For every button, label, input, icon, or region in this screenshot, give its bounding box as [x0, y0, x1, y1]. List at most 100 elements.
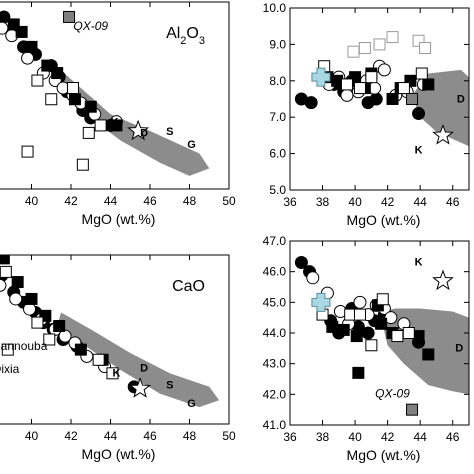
x-tick-label: 42: [381, 195, 395, 209]
y-tick-label: 47.0: [263, 234, 287, 248]
point-filled-square-6: [386, 93, 399, 105]
y-tick-label: 5.0: [269, 183, 286, 197]
x-tick-label: 36: [283, 430, 297, 444]
point-light-open-square-5: [412, 34, 425, 47]
point-filled-square-1: [0, 255, 10, 265]
y-tick-label: 44.0: [263, 326, 287, 340]
annotation-k: K: [110, 116, 118, 128]
point-open-square-6: [1, 343, 14, 356]
annotation-p-m-: P.M.: [14, 0, 37, 1]
x-axis-label: MgO (wt.%): [82, 211, 156, 227]
x-axis-label: MgO (wt.%): [347, 447, 421, 463]
point-open-square-4: [365, 339, 378, 352]
y-tick-label: 41.0: [263, 418, 287, 432]
point-filled-square-8: [110, 119, 123, 132]
point-open-square-3: [353, 308, 366, 321]
x-tick-label: 50: [222, 194, 236, 208]
point-cross-1: [311, 67, 331, 87]
point-open-circle-1: [0, 278, 7, 292]
point-star-1: [432, 269, 454, 291]
point-filled-square-3: [25, 40, 38, 53]
annotation-s: S: [166, 380, 173, 392]
y-tick-label: 46.0: [263, 265, 287, 279]
point-filled-square-3: [350, 330, 363, 343]
point-open-square-3: [43, 333, 56, 346]
point-filled-square-9: [422, 78, 435, 91]
point-filled-square-4: [39, 309, 52, 322]
point-filled-square-7: [84, 100, 97, 113]
point-light-open-square-1: [347, 45, 360, 58]
x-tick-label: 46: [446, 430, 460, 444]
legend-entry-qixia: Qixia: [0, 362, 20, 376]
point-star-1: [129, 377, 151, 398]
point-filled-square-1: [7, 18, 20, 31]
point-filled-square-3: [25, 292, 38, 305]
panel-title: Al2O3: [166, 25, 205, 47]
point-filled-circle-2: [304, 96, 318, 110]
x-tick-label: 40: [25, 429, 39, 443]
point-star-1: [127, 119, 150, 141]
point-light-open-square-6: [419, 42, 432, 55]
panel-2: 36 38 40 42 44 46 5.0 6.0 7.0 8.0 9.0 10.0 MgO (wt.%…: [263, 1, 470, 228]
point-filled-square-6: [74, 343, 87, 356]
point-open-circle-8: [377, 63, 391, 77]
point-grey-square-1: [406, 93, 419, 105]
x-tick-label: 42: [64, 194, 78, 208]
x-tick-label: 44: [104, 429, 118, 443]
annotation-g: G: [187, 398, 196, 410]
x-tick-label: 40: [348, 195, 362, 209]
x-tick-label: 46: [143, 429, 157, 443]
point-open-square-6: [21, 145, 34, 158]
mantle-field: [57, 312, 220, 408]
point-open-square-5: [397, 82, 410, 95]
point-open-circle-2: [9, 292, 23, 306]
point-filled-square-9: [422, 348, 435, 361]
legend-entry-hannouba: Hannouba: [0, 339, 48, 353]
point-grey-square-1: [406, 403, 419, 416]
x-axis-label: MgO (wt.%): [82, 446, 156, 462]
panel-title: CaO: [172, 278, 205, 295]
point-open-square-4: [92, 353, 105, 366]
x-tick-label: 44: [414, 195, 428, 209]
y-tick-label: 42.0: [263, 387, 287, 401]
point-filled-circle-1: [294, 255, 308, 269]
mantle-field: [51, 61, 210, 176]
x-tick-label: 36: [283, 195, 297, 209]
point-star-1: [432, 123, 454, 145]
point-light-open-square-3: [373, 38, 386, 51]
y-tick-label: 8.0: [269, 74, 286, 88]
point-open-square-6: [391, 330, 404, 343]
x-tick-label: 40: [25, 194, 39, 208]
x-tick-label: 46: [143, 194, 157, 208]
point-open-square-3: [353, 82, 366, 95]
y-tick-label: 45.0: [263, 295, 287, 309]
annotation-d: D: [140, 363, 148, 375]
point-open-circle-3: [21, 51, 35, 65]
y-tick-label: 10.0: [263, 1, 287, 15]
point-open-square-5: [106, 367, 119, 380]
annotation-k: K: [112, 368, 120, 380]
point-open-circle-1: [306, 271, 320, 285]
point-filled-square-5: [51, 67, 64, 80]
y-tick-label: 9.0: [269, 37, 286, 51]
x-tick-label: 42: [64, 429, 78, 443]
x-tick-label: 44: [104, 194, 118, 208]
point-filled-circle-7: [369, 92, 383, 106]
x-axis-label: MgO (wt.%): [347, 212, 421, 228]
point-open-circle-9: [384, 311, 398, 325]
point-filled-square-8: [404, 74, 417, 87]
x-tick-label: 38: [316, 430, 330, 444]
point-filled-square-6: [375, 317, 388, 330]
y-tick-label: 7.0: [269, 110, 286, 124]
x-tick-label: 46: [446, 195, 460, 209]
point-open-square-2: [31, 316, 44, 329]
annotation-d: D: [455, 342, 463, 354]
annotation-k: K: [415, 145, 423, 157]
point-open-square-1: [0, 265, 12, 278]
y-tick-label: 6.0: [269, 147, 286, 161]
point-filled-square-4: [41, 59, 54, 72]
point-open-square-5: [376, 293, 389, 306]
panel-3: 38404244464850MgO (wt.%)CaOKDSGHannoubaQ…: [0, 254, 236, 462]
point-light-open-square-4: [386, 31, 399, 44]
